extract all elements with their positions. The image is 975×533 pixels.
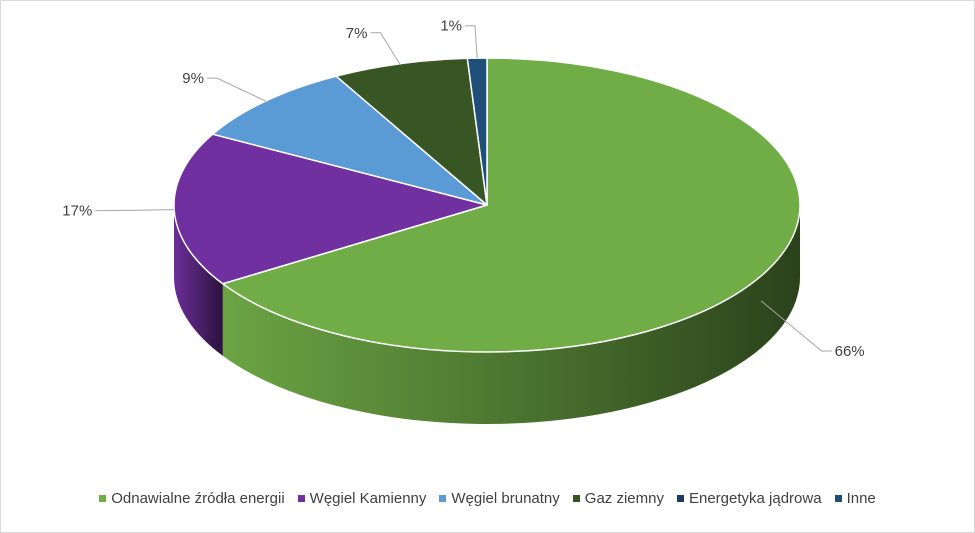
- legend-label: Węgiel brunatny: [451, 490, 560, 507]
- legend-label: Odnawialne źródła energii: [111, 490, 285, 507]
- pie-slice-1: [173, 133, 488, 285]
- legend-label: Węgiel Kamienny: [309, 490, 427, 507]
- leader-lines: [95, 25, 832, 352]
- pie-slice-2: [211, 75, 488, 206]
- leader-line-0: [760, 300, 832, 352]
- data-label-3: 7%: [346, 25, 368, 42]
- pie-tops: [173, 57, 801, 353]
- pie-slice-5: [466, 57, 488, 206]
- leader-line-3: [370, 32, 401, 65]
- legend-swatch: [676, 495, 684, 502]
- legend-label: Energetyka jądrowa: [688, 490, 822, 507]
- pie-side-0: [222, 205, 801, 424]
- legend-swatch: [572, 495, 580, 502]
- data-label-0: 66%: [835, 343, 865, 360]
- data-label-2: 9%: [182, 70, 204, 87]
- pie-side-1: [174, 205, 223, 356]
- pie-slice-0: [221, 57, 801, 353]
- leader-line-5: [465, 25, 478, 59]
- legend-swatch: [297, 495, 305, 502]
- legend-swatch: [439, 495, 447, 502]
- legend-item-2: Węgiel brunatny: [439, 490, 560, 507]
- legend-item-0: Odnawialne źródła energii: [99, 490, 285, 507]
- legend-swatch: [834, 495, 842, 502]
- legend-item-1: Węgiel Kamienny: [297, 490, 427, 507]
- legend-swatch: [99, 495, 107, 502]
- legend-label: Gaz ziemny: [584, 490, 664, 507]
- data-label-1: 17%: [62, 203, 92, 220]
- pie-slice-3: [335, 57, 488, 206]
- legend-item-5: Inne: [834, 490, 876, 507]
- legend-item-3: Gaz ziemny: [572, 490, 664, 507]
- data-label-5: 1%: [440, 18, 462, 35]
- leader-line-1: [95, 209, 175, 212]
- legend-item-4: Energetyka jądrowa: [676, 490, 822, 507]
- legend: Odnawialne źródła energii Węgiel Kamienny…: [0, 490, 975, 507]
- pie-sides: [174, 205, 801, 424]
- data-labels: 66% 17% 9% 7% 1%: [62, 18, 864, 360]
- legend-label: Inne: [846, 490, 876, 507]
- leader-line-2: [206, 77, 266, 102]
